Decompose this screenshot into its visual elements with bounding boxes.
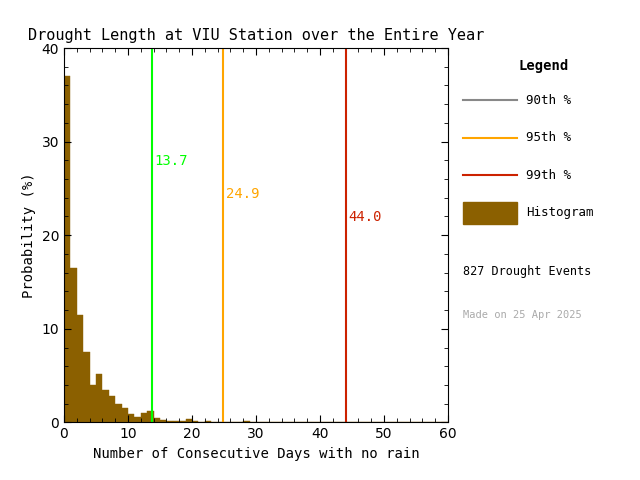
Bar [134, 417, 141, 422]
Bar [83, 352, 90, 422]
FancyBboxPatch shape [463, 202, 517, 224]
Text: 44.0: 44.0 [348, 210, 381, 224]
Bar [64, 76, 70, 422]
Bar [115, 404, 122, 422]
Bar [243, 421, 250, 422]
Text: 99th %: 99th % [526, 169, 571, 182]
Text: Legend: Legend [519, 59, 569, 73]
Bar [90, 385, 96, 422]
Bar [160, 420, 166, 422]
Y-axis label: Probability (%): Probability (%) [22, 172, 36, 298]
Text: Made on 25 Apr 2025: Made on 25 Apr 2025 [463, 310, 582, 320]
Text: Histogram: Histogram [526, 206, 593, 219]
Bar [147, 411, 154, 422]
Bar [192, 421, 198, 422]
Bar [166, 420, 173, 422]
Text: 95th %: 95th % [526, 132, 571, 144]
Bar [109, 396, 115, 422]
Bar [96, 374, 102, 422]
Bar [154, 418, 160, 422]
Bar [179, 421, 186, 422]
X-axis label: Number of Consecutive Days with no rain: Number of Consecutive Days with no rain [93, 447, 419, 461]
Text: 24.9: 24.9 [226, 187, 259, 201]
Bar [205, 421, 211, 422]
Text: 13.7: 13.7 [154, 154, 188, 168]
Bar [122, 408, 128, 422]
Bar [173, 421, 179, 422]
Bar [77, 315, 83, 422]
Bar [141, 413, 147, 422]
Title: Drought Length at VIU Station over the Entire Year: Drought Length at VIU Station over the E… [28, 28, 484, 43]
Bar [102, 390, 109, 422]
Bar [186, 419, 192, 422]
Text: 827 Drought Events: 827 Drought Events [463, 265, 591, 278]
Text: 90th %: 90th % [526, 94, 571, 107]
Bar [70, 268, 77, 422]
Bar [128, 414, 134, 422]
